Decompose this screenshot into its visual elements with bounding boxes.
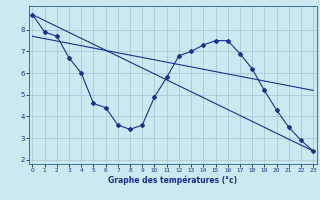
X-axis label: Graphe des températures (°c): Graphe des températures (°c) [108, 176, 237, 185]
